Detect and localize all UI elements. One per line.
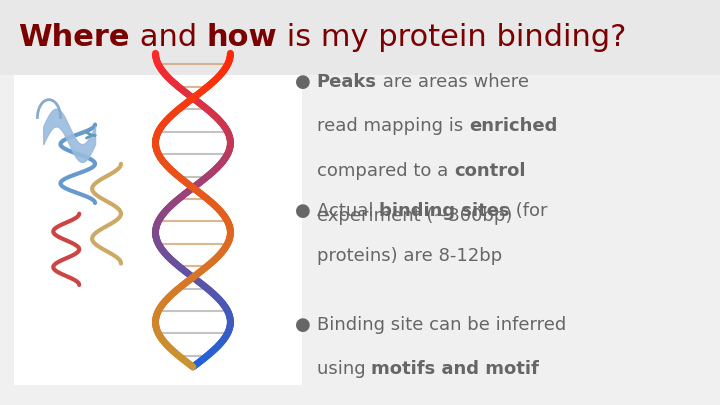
FancyBboxPatch shape xyxy=(0,0,720,75)
Text: Peaks: Peaks xyxy=(317,73,377,91)
Text: are areas where: are areas where xyxy=(377,73,528,91)
Text: how: how xyxy=(207,23,277,52)
Text: compared to a: compared to a xyxy=(317,162,454,180)
Text: proteins) are 8-12bp: proteins) are 8-12bp xyxy=(317,247,502,265)
Text: ●: ● xyxy=(295,202,311,220)
FancyBboxPatch shape xyxy=(14,28,302,385)
Text: (for: (for xyxy=(510,202,547,220)
Text: Actual: Actual xyxy=(317,202,379,220)
Text: read mapping is: read mapping is xyxy=(317,117,469,135)
Text: and: and xyxy=(130,23,207,52)
Text: enriched: enriched xyxy=(469,117,557,135)
Text: using: using xyxy=(317,360,372,378)
Text: experiment (~300bp): experiment (~300bp) xyxy=(317,207,512,224)
Text: ●: ● xyxy=(295,316,311,334)
Text: ●: ● xyxy=(295,73,311,91)
Text: is my protein binding?: is my protein binding? xyxy=(277,23,626,52)
Text: motifs and motif: motifs and motif xyxy=(372,360,539,378)
Text: control: control xyxy=(454,162,526,180)
Text: Where: Where xyxy=(18,23,130,52)
Text: Binding site can be inferred: Binding site can be inferred xyxy=(317,316,566,334)
Text: binding sites: binding sites xyxy=(379,202,510,220)
